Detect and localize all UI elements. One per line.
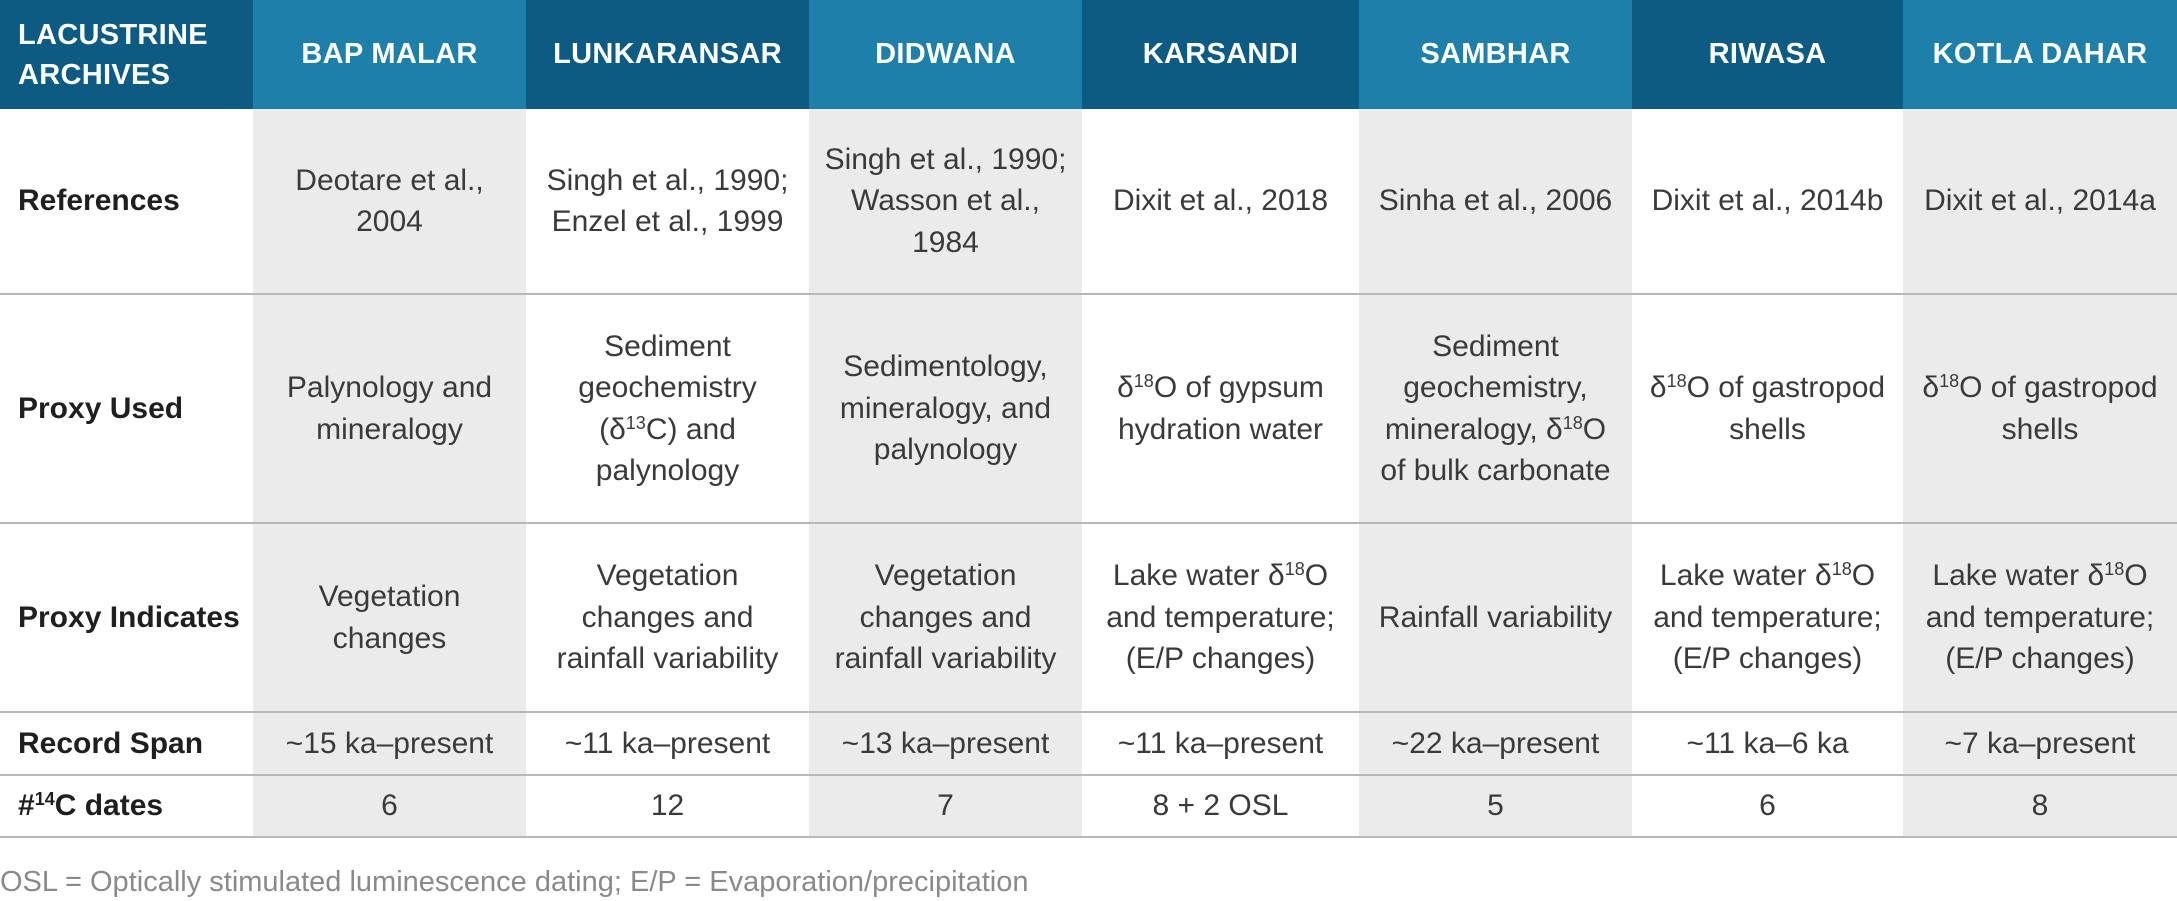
- table-cell: Singh et al., 1990; Wasson et al., 1984: [809, 109, 1082, 295]
- table-row-references: References Deotare et al., 2004 Singh et…: [0, 109, 2177, 295]
- lacustrine-archives-table-container: LACUSTRINE ARCHIVES BAP MALAR LUNKARANSA…: [0, 0, 2177, 838]
- table-cell: ~7 ka–present: [1903, 712, 2177, 776]
- table-cell: Rainfall variability: [1359, 523, 1632, 713]
- table-cell: Singh et al., 1990; Enzel et al., 1999: [526, 109, 809, 295]
- row-label: Record Span: [0, 712, 253, 776]
- table-cell: δ18O of gastropod shells: [1632, 294, 1903, 524]
- row-label: #14C dates: [0, 775, 253, 838]
- table-cell: ~11 ka–6 ka: [1632, 712, 1903, 776]
- table-cell: 7: [809, 775, 1082, 838]
- table-cell: δ18O of gastropod shells: [1903, 294, 2177, 524]
- table-cell: Lake water δ18O and temperature; (E/P ch…: [1632, 523, 1903, 713]
- table-cell: 5: [1359, 775, 1632, 838]
- table-footnote: OSL = Optically stimulated luminescence …: [0, 866, 1029, 898]
- table-cell: δ18O of gypsum hydration water: [1082, 294, 1359, 524]
- header-row: LACUSTRINE ARCHIVES BAP MALAR LUNKARANSA…: [0, 0, 2177, 109]
- table-cell: Sediment geochemistry (δ13C) and palynol…: [526, 294, 809, 524]
- header-site: SAMBHAR: [1359, 0, 1632, 109]
- table-row-record-span: Record Span ~15 ka–present ~11 ka–presen…: [0, 712, 2177, 776]
- table-cell: ~11 ka–present: [1082, 712, 1359, 776]
- table-cell: 6: [1632, 775, 1903, 838]
- header-site: DIDWANA: [809, 0, 1082, 109]
- row-label: Proxy Indicates: [0, 523, 253, 713]
- table-cell: Dixit et al., 2014b: [1632, 109, 1903, 295]
- table-cell: Vegetation changes and rainfall variabil…: [526, 523, 809, 713]
- table-cell: Lake water δ18O and temperature; (E/P ch…: [1082, 523, 1359, 713]
- header-site: LUNKARANSAR: [526, 0, 809, 109]
- table-cell: Lake water δ18O and temperature; (E/P ch…: [1903, 523, 2177, 713]
- table-cell: Dixit et al., 2018: [1082, 109, 1359, 295]
- header-site: BAP MALAR: [253, 0, 526, 109]
- table-cell: Vegetation changes and rainfall variabil…: [809, 523, 1082, 713]
- table-cell: ~11 ka–present: [526, 712, 809, 776]
- table-cell: Deotare et al., 2004: [253, 109, 526, 295]
- header-site: RIWASA: [1632, 0, 1903, 109]
- table-cell: Vegetation changes: [253, 523, 526, 713]
- table-cell: Palynology and mineralogy: [253, 294, 526, 524]
- table-cell: Sedimentology, mineralogy, and palynolog…: [809, 294, 1082, 524]
- table-cell: 8 + 2 OSL: [1082, 775, 1359, 838]
- table-cell: 12: [526, 775, 809, 838]
- lacustrine-archives-table: LACUSTRINE ARCHIVES BAP MALAR LUNKARANSA…: [0, 0, 2177, 838]
- table-cell: Sediment geochemistry, mineralogy, δ18O …: [1359, 294, 1632, 524]
- table-cell: Sinha et al., 2006: [1359, 109, 1632, 295]
- table-cell: ~15 ka–present: [253, 712, 526, 776]
- header-site: KOTLA DAHAR: [1903, 0, 2177, 109]
- table-cell: Dixit et al., 2014a: [1903, 109, 2177, 295]
- table-row-proxy-used: Proxy Used Palynology and mineralogy Sed…: [0, 294, 2177, 524]
- header-lacustrine-archives: LACUSTRINE ARCHIVES: [0, 0, 253, 109]
- table-cell: 6: [253, 775, 526, 838]
- table-cell: ~13 ka–present: [809, 712, 1082, 776]
- header-site: KARSANDI: [1082, 0, 1359, 109]
- table-row-proxy-indicates: Proxy Indicates Vegetation changes Veget…: [0, 523, 2177, 713]
- table-cell: ~22 ka–present: [1359, 712, 1632, 776]
- row-label: References: [0, 109, 253, 295]
- row-label: Proxy Used: [0, 294, 253, 524]
- table-cell: 8: [1903, 775, 2177, 838]
- table-row-c14-dates: #14C dates 6 12 7 8 + 2 OSL 5 6 8: [0, 775, 2177, 838]
